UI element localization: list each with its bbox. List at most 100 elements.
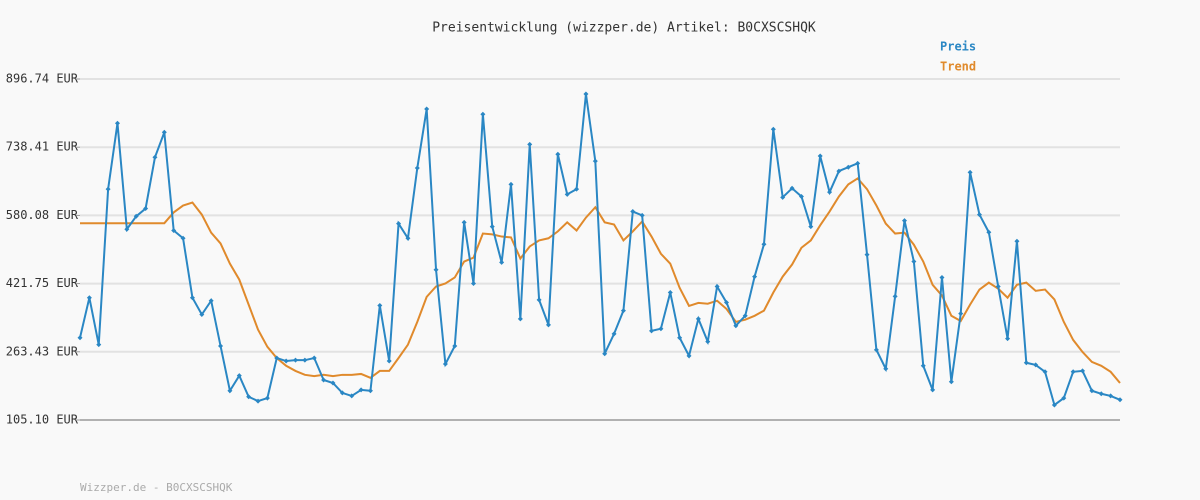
point-marker <box>218 343 224 349</box>
point-marker <box>695 316 701 322</box>
point-marker <box>489 224 495 230</box>
point-marker <box>199 312 205 318</box>
point-marker <box>1098 391 1104 397</box>
point-marker <box>452 343 458 349</box>
footer: Wizzper.de - B0CXSCSHQK <box>80 481 233 494</box>
point-marker <box>180 235 186 241</box>
point-marker <box>902 218 908 224</box>
point-marker <box>752 274 758 280</box>
point-marker <box>742 313 748 319</box>
point-marker <box>1117 397 1123 403</box>
point-marker <box>1023 360 1029 366</box>
point-marker <box>405 235 411 241</box>
point-marker <box>836 168 842 174</box>
point-marker <box>1005 336 1011 342</box>
point-marker <box>1089 388 1095 394</box>
point-marker <box>236 373 242 379</box>
point-marker <box>1042 369 1048 375</box>
y-tick-label: 421.75 EUR <box>6 276 79 290</box>
point-marker <box>714 284 720 290</box>
point-marker <box>424 106 430 112</box>
point-marker <box>133 213 139 219</box>
point-marker <box>574 186 580 192</box>
point-marker <box>189 295 195 301</box>
point-marker <box>723 299 729 305</box>
point-marker <box>873 347 879 353</box>
point-marker <box>939 274 945 280</box>
point-marker <box>1108 393 1114 399</box>
point-marker <box>555 151 561 157</box>
point-marker <box>1070 369 1076 375</box>
point-marker <box>827 189 833 195</box>
point-marker <box>255 398 261 404</box>
y-tick-label: 580.08 EUR <box>6 208 79 222</box>
point-marker <box>564 191 570 197</box>
point-marker <box>630 209 636 215</box>
point-marker <box>367 388 373 394</box>
point-marker <box>414 165 420 171</box>
point-marker <box>930 387 936 393</box>
point-marker <box>1033 362 1039 368</box>
point-marker <box>611 331 617 337</box>
point-marker <box>620 308 626 314</box>
point-marker <box>986 229 992 235</box>
point-marker <box>508 181 514 187</box>
chart-title: Preisentwicklung (wizzper.de) Artikel: B… <box>432 21 816 36</box>
y-tick-label: 105.10 EUR <box>6 413 79 427</box>
point-marker <box>143 206 149 212</box>
point-marker <box>274 355 280 361</box>
point-marker <box>386 358 392 364</box>
point-marker <box>114 120 120 126</box>
point-marker <box>527 141 533 147</box>
point-marker <box>667 290 673 296</box>
point-marker <box>208 298 214 304</box>
point-marker <box>789 185 795 191</box>
point-marker <box>883 366 889 372</box>
legend-label: Trend <box>940 60 976 74</box>
point-marker <box>958 311 964 317</box>
point-marker <box>686 353 692 359</box>
point-marker <box>302 357 308 363</box>
point-marker <box>780 194 786 200</box>
point-marker <box>995 284 1001 290</box>
point-marker <box>639 212 645 218</box>
point-marker <box>461 219 467 225</box>
y-tick-label: 738.41 EUR <box>6 140 79 154</box>
point-marker <box>161 129 167 135</box>
point-marker <box>339 390 345 396</box>
point-marker <box>358 387 364 393</box>
point-marker <box>864 252 870 258</box>
point-marker <box>798 193 804 199</box>
point-marker <box>171 228 177 234</box>
point-marker <box>967 169 973 175</box>
point-marker <box>246 394 252 400</box>
series-line <box>79 93 1121 407</box>
point-marker <box>377 302 383 308</box>
point-marker <box>948 379 954 385</box>
point-marker <box>976 212 982 218</box>
point-marker <box>124 226 130 232</box>
point-marker <box>536 297 542 303</box>
point-marker <box>583 91 589 97</box>
point-marker <box>292 357 298 363</box>
point-marker <box>105 186 111 192</box>
point-marker <box>517 316 523 322</box>
point-marker <box>602 351 608 357</box>
point-marker <box>1014 238 1020 244</box>
point-marker <box>283 358 289 364</box>
point-marker <box>658 326 664 332</box>
point-marker <box>592 158 598 164</box>
point-marker <box>330 380 336 386</box>
y-tick-label: 896.74 EUR <box>6 72 79 86</box>
point-marker <box>920 363 926 369</box>
point-marker <box>480 111 486 117</box>
point-marker <box>499 259 505 265</box>
point-marker <box>349 393 355 399</box>
point-marker <box>808 224 814 230</box>
point-marker <box>77 335 83 341</box>
point-marker <box>845 164 851 170</box>
point-marker <box>86 295 92 301</box>
legend-label: Preis <box>940 40 976 54</box>
point-marker <box>761 241 767 247</box>
